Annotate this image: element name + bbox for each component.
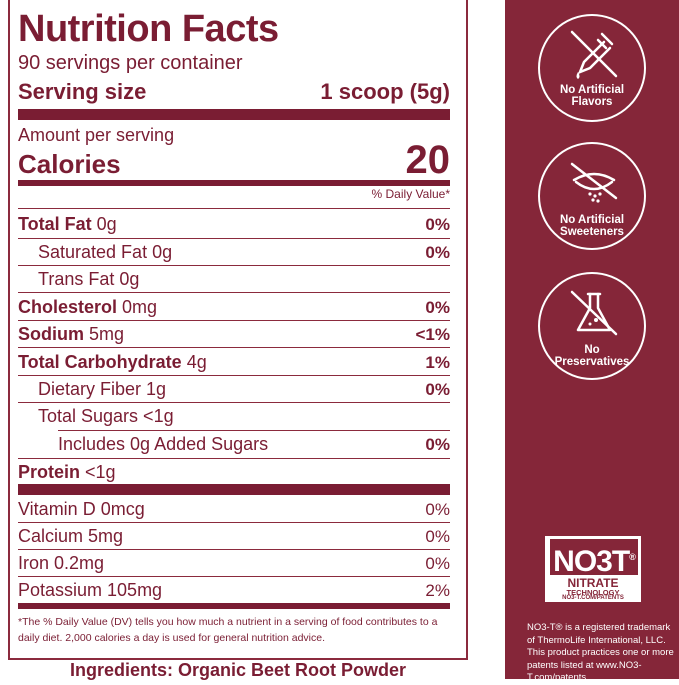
nutrient-name: Trans Fat 0g (38, 269, 140, 289)
nutrition-facts-title: Nutrition Facts (18, 8, 279, 50)
nutrient-dv: 0% (425, 526, 450, 546)
nutrient-amount: 5mg (84, 324, 125, 344)
divider-line (18, 265, 450, 266)
badge-text-line1: No Artificial (559, 214, 625, 226)
nutrient-row-dietary-fiber: Dietary Fiber 1g 0% (18, 376, 450, 403)
daily-value-header: % Daily Value* (371, 187, 450, 201)
divider-line (18, 402, 450, 403)
badge-no-artificial-flavors: No Artificial Flavors (538, 14, 646, 122)
nutrient-dv: 0% (425, 242, 450, 262)
nutrient-name: Protein (18, 462, 81, 482)
nutrient-amount: 4g (181, 352, 207, 372)
registered-mark: ® (629, 552, 636, 562)
nutrient-name: Potassium 105mg (18, 580, 163, 600)
nutrient-row-total-fat: Total Fat 0g 0% (18, 211, 450, 238)
divider-line (18, 320, 450, 321)
nutrient-row-iron: Iron 0.2mg 0% (18, 550, 450, 577)
daily-value-footnote: *The % Daily Value (DV) tells you how mu… (18, 616, 438, 644)
divider-line (58, 430, 450, 431)
nutrient-row-total-sugars: Total Sugars <1g (18, 403, 450, 430)
nutrient-name: Total Fat (18, 214, 92, 234)
no3t-logo-line1: NITRATE (567, 576, 619, 590)
badge-text-line1: No (584, 344, 600, 356)
nutrient-name: Sodium (18, 324, 84, 344)
nutrient-dv: 0% (425, 379, 450, 399)
nutrient-dv: 2% (425, 580, 450, 600)
medium-divider (18, 603, 450, 609)
no3t-logo-line2: TECHNOLOGY (566, 588, 620, 597)
servings-per-container: 90 servings per container (18, 52, 243, 74)
nutrient-dv: 1% (425, 352, 450, 372)
nutrient-row-total-carbohydrate: Total Carbohydrate 4g 1% (18, 349, 450, 376)
thick-divider (18, 109, 450, 120)
nutrient-name: Saturated Fat 0g (38, 242, 173, 262)
thick-divider (18, 484, 450, 495)
badge-text-line2: Sweeteners (560, 226, 624, 238)
divider-line (18, 458, 450, 459)
divider-line (18, 292, 450, 293)
nutrient-row-potassium: Potassium 105mg 2% (18, 577, 450, 604)
badge-no-artificial-sweeteners: No Artificial Sweeteners (538, 142, 646, 250)
nutrient-row-sodium: Sodium 5mg <1% (18, 321, 450, 348)
nutrient-row-saturated-fat: Saturated Fat 0g 0% (18, 239, 450, 266)
calories-row: Calories 20 (18, 140, 450, 180)
nutrient-row-trans-fat: Trans Fat 0g (18, 266, 450, 293)
ingredients-text: Ingredients: Organic Beet Root Powder (70, 660, 407, 680)
no3t-logo-line3: NO3-T.COM/PATENTS (562, 595, 624, 601)
nutrient-row-cholesterol: Cholesterol 0mg 0% (18, 294, 450, 321)
nutrient-row-vitamin-d: Vitamin D 0mcg 0% (18, 496, 450, 523)
nutrient-name: Total Sugars <1g (38, 406, 174, 426)
trademark-notice: NO3-T® is a registered trademark of Ther… (527, 622, 674, 683)
nutrient-name: Includes 0g Added Sugars (58, 434, 269, 454)
nutrient-name: Vitamin D 0mcg (18, 499, 145, 519)
nutrient-name: Calcium 5mg (18, 526, 124, 546)
nutrition-label: Nutrition Facts 90 servings per containe… (8, 0, 468, 680)
nutrient-name: Cholesterol (18, 297, 118, 317)
calories-label: Calories (18, 149, 121, 179)
serving-size-row: Serving size 1 scoop (5g) (18, 79, 450, 105)
nutrient-amount: <1g (80, 462, 116, 482)
no-dropper-icon (570, 30, 618, 79)
badge-no-preservatives: No Preservatives (538, 272, 646, 380)
nutrient-dv: <1% (415, 324, 451, 344)
no-sweetener-icon (570, 162, 618, 203)
nutrient-dv: 0% (425, 499, 450, 519)
no-flask-icon (570, 290, 618, 336)
divider-line (18, 375, 450, 376)
nutrient-amount: 0mg (117, 297, 158, 317)
nutrient-dv: 0% (425, 553, 450, 573)
serving-size-label: Serving size (18, 79, 147, 104)
divider-line (18, 549, 450, 550)
divider-line (18, 347, 450, 348)
medium-divider (18, 180, 450, 186)
nutrient-row-calcium: Calcium 5mg 0% (18, 523, 450, 550)
nutrient-dv: 0% (425, 214, 450, 234)
divider-line (18, 576, 450, 577)
nutrient-row-added-sugars: Includes 0g Added Sugars 0% (18, 431, 450, 458)
label-border (8, 0, 468, 660)
nutrient-name: Dietary Fiber 1g (38, 379, 167, 399)
serving-size-value: 1 scoop (5g) (320, 79, 450, 104)
no3t-logo: NO3T® NITRATE TECHNOLOGY NO3-T.COM/PATEN… (545, 536, 641, 602)
divider-line (18, 208, 450, 209)
divider-line (18, 238, 450, 239)
badge-text-line2: Preservatives (554, 356, 630, 368)
nutrient-dv: 0% (425, 297, 450, 317)
nutrient-amount: 0g (91, 214, 117, 234)
amount-per-serving: Amount per serving (18, 125, 175, 145)
badge-text-line2: Flavors (571, 96, 613, 108)
nutrient-dv: 0% (425, 434, 450, 454)
no3t-logo-main: NO3T® (550, 539, 638, 578)
calories-value: 20 (405, 138, 451, 182)
nutrient-row-protein: Protein <1g (18, 459, 450, 486)
badge-text-line1: No Artificial (559, 84, 625, 96)
claims-panel: No Artificial Flavors No Artificial Swee… (505, 0, 679, 683)
nutrient-name: Iron 0.2mg (18, 553, 105, 573)
divider-line (18, 522, 450, 523)
nutrient-name: Total Carbohydrate (18, 352, 182, 372)
